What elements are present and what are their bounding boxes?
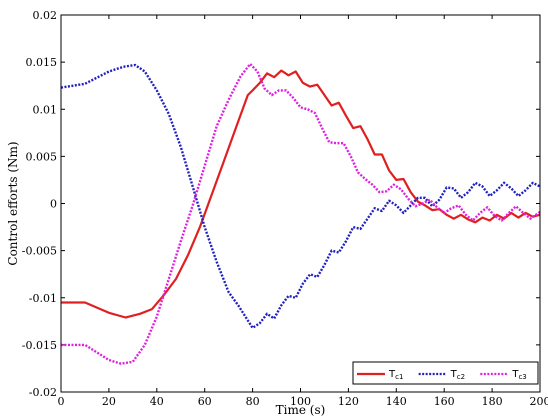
x-tick-label: 200 [530, 395, 548, 408]
legend: Tc1 Tc2 Tc3 [352, 361, 539, 385]
legend-entry-name: T [511, 369, 519, 380]
x-tick-label: 80 [246, 395, 260, 408]
x-tick-label: 120 [338, 395, 359, 408]
legend-entry-name: T [388, 369, 396, 380]
x-tick-label: 40 [150, 395, 164, 408]
x-tick-label: 20 [102, 395, 116, 408]
legend-box [352, 361, 539, 385]
y-tick-label: -0.005 [22, 245, 57, 258]
x-tick-label: 60 [198, 395, 212, 408]
x-axis-label: Time (s) [276, 403, 326, 417]
legend-entry: Tc1 [388, 369, 403, 381]
plot-frame [60, 14, 541, 393]
x-tick-label: 100 [290, 395, 311, 408]
legend-entry: Tc2 [450, 369, 465, 381]
y-tick-label: 0.01 [33, 103, 58, 116]
plot-area [61, 15, 540, 392]
x-tick-label: 180 [482, 395, 503, 408]
x-tick-label: 0 [58, 395, 65, 408]
y-tick-label: 0.015 [26, 56, 58, 69]
y-tick-label: 0.02 [33, 9, 58, 22]
series-line-tc3 [61, 62, 541, 365]
legend-entry: Tc3 [511, 369, 526, 381]
x-tick-label: 140 [386, 395, 407, 408]
y-axis-label: Control efforts (Nm) [6, 141, 20, 265]
legend-entry-subscript: c3 [518, 373, 526, 381]
series-layer [60, 62, 541, 365]
series-line-tc1 [61, 69, 541, 319]
legend-entry-name: T [450, 369, 458, 380]
legend-entry-subscript: c2 [457, 373, 465, 381]
x-tick-label: 160 [434, 395, 455, 408]
ticks-layer: 0 20 40 60 80 100 120 140 160 180 200 -0.02 -0.015 -0… [22, 9, 548, 408]
y-tick-label: 0.005 [26, 150, 58, 163]
y-tick-label: -0.015 [22, 339, 57, 352]
y-tick-label: 0 [50, 198, 57, 211]
y-tick-label: -0.02 [29, 386, 57, 399]
y-tick-label: -0.01 [29, 292, 57, 305]
series-line-tc2 [60, 63, 541, 330]
legend-entry-subscript: c1 [395, 373, 403, 381]
